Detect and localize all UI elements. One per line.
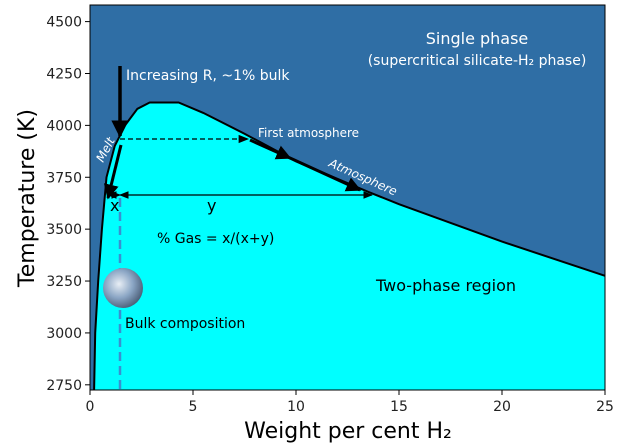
annotation: y [207,196,216,215]
x-tick-label: 15 [390,399,408,415]
annotation: % Gas = x/(x+y) [157,231,274,247]
annotation: (supercritical silicate-H₂ phase) [368,53,587,69]
annotation: Increasing R, ~1% bulk [126,68,290,84]
x-tick-label: 25 [596,399,614,415]
annotation: First atmosphere [258,126,359,140]
y-tick-label: 4250 [46,66,82,82]
plot-frame [89,4,606,391]
y-tick-label: 4000 [46,118,82,134]
melt-arrow [103,144,123,200]
atmosphere-arrow [289,156,362,192]
annotation: Single phase [426,29,529,48]
y-tick-label: 2750 [46,378,82,394]
y-tick-label: 3000 [46,326,82,342]
y-axis-label: Temperature (K) [15,109,40,288]
annotation: Bulk composition [125,316,245,332]
phase-boundary [93,101,606,391]
annotation: Two-phase region [375,276,516,295]
y-tick-label: 3500 [46,222,82,238]
x-tick-label: 0 [86,399,95,415]
y-tick-label: 3250 [46,274,82,290]
y-tick-label: 4500 [46,15,82,31]
annotation: x [110,196,119,215]
x-axis-label: Weight per cent H₂ [244,419,452,444]
x-tick-label: 10 [287,399,305,415]
x-tick-label: 20 [493,399,511,415]
y-tick-label: 3750 [46,170,82,186]
atmosphere-arrow [249,138,292,160]
planet-icon [103,268,143,308]
two-phase-fill [94,102,605,390]
x-tick-label: 5 [189,399,198,415]
